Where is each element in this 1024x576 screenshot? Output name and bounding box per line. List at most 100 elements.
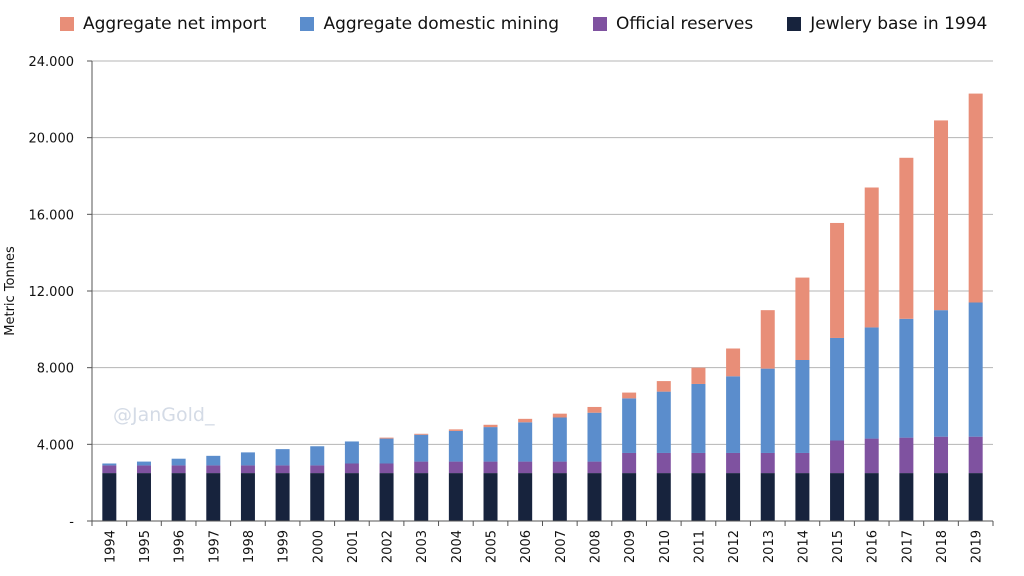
bar-aggregate-net-import-2018: [934, 120, 949, 311]
bar-aggregate-domestic-mining-2011: [691, 383, 706, 453]
bar-aggregate-domestic-mining-2000: [310, 446, 325, 466]
bar-official-reserves-2001: [344, 463, 359, 474]
x-tick-label: 2002: [381, 530, 396, 563]
bar-official-reserves-2005: [483, 461, 498, 474]
bar-aggregate-net-import-2014: [795, 277, 810, 360]
x-tick-label: 2018: [935, 530, 950, 563]
legend-label: Official reserves: [616, 14, 754, 34]
bar-jewlery-base-in-1994-1999: [275, 473, 290, 521]
legend-label: Aggregate net import: [83, 14, 267, 34]
y-tick-label: 20.000: [29, 132, 75, 147]
y-tick-label: 4.000: [37, 438, 74, 453]
bar-official-reserves-2018: [934, 436, 949, 474]
legend-item-aggregate-net-import: Aggregate net import: [60, 14, 266, 34]
x-tick-label: 2000: [311, 530, 326, 563]
legend-swatch: [787, 17, 802, 31]
y-tick-label: -: [69, 515, 74, 530]
bar-aggregate-domestic-mining-1995: [136, 461, 151, 466]
x-axis-ticks: 1994 1995 1996 1997 1998 1999 2000 2001 2002 2003…: [91, 521, 994, 563]
bar-official-reserves-2016: [864, 438, 879, 474]
bar-official-reserves-2002: [379, 463, 394, 474]
bar-aggregate-domestic-mining-1994: [102, 463, 117, 466]
bar-official-reserves-2006: [518, 461, 533, 474]
bar-jewlery-base-in-1994-1995: [136, 473, 151, 521]
x-tick-label: 2019: [970, 530, 985, 563]
bar-aggregate-net-import-2011: [691, 367, 706, 384]
x-tick-label: 2004: [450, 530, 465, 563]
x-tick-label: 1995: [138, 530, 153, 563]
bar-jewlery-base-in-1994-2004: [448, 473, 463, 521]
x-tick-label: 2007: [554, 530, 569, 563]
bar-jewlery-base-in-1994-2006: [518, 473, 533, 521]
bar-jewlery-base-in-1994-2005: [483, 473, 498, 521]
bar-aggregate-net-import-2005: [483, 424, 498, 428]
bar-aggregate-domestic-mining-2006: [518, 422, 533, 462]
bar-aggregate-domestic-mining-2003: [414, 434, 429, 462]
bar-official-reserves-2014: [795, 452, 810, 474]
x-tick-label: 2010: [658, 530, 673, 563]
bar-aggregate-net-import-2019: [968, 93, 983, 303]
bar-jewlery-base-in-1994-2013: [760, 473, 775, 521]
legend-item-official-reserves: Official reserves: [593, 14, 753, 34]
x-tick-label: 2006: [519, 530, 534, 563]
bar-official-reserves-2009: [622, 452, 637, 474]
legend-item-jewlery-base-in-1994: Jewlery base in 1994: [787, 14, 987, 34]
x-tick-label: 1998: [242, 530, 257, 563]
x-tick-label: 1997: [207, 530, 222, 563]
bar-aggregate-net-import-2016: [864, 187, 879, 328]
bar-jewlery-base-in-1994-2016: [864, 473, 879, 521]
bar-jewlery-base-in-1994-2000: [310, 473, 325, 521]
bar-aggregate-domestic-mining-1997: [206, 455, 221, 466]
y-axis-ticks: - 4.000 8.000 12.000 16.000 20.000 24.000: [29, 55, 93, 530]
bar-aggregate-net-import-2007: [552, 413, 567, 418]
bar-aggregate-net-import-2009: [622, 392, 637, 399]
bar-jewlery-base-in-1994-2017: [899, 473, 914, 521]
bar-jewlery-base-in-1994-2019: [968, 473, 983, 521]
x-tick-label: 2013: [762, 530, 777, 563]
bar-aggregate-domestic-mining-2004: [448, 430, 463, 462]
bar-aggregate-net-import-2013: [760, 310, 775, 369]
bar-official-reserves-1997: [206, 465, 221, 474]
x-tick-label: 2001: [346, 530, 361, 563]
x-tick-label: 2005: [485, 530, 500, 563]
legend-label: Jewlery base in 1994: [810, 14, 988, 34]
bar-aggregate-domestic-mining-2017: [899, 318, 914, 438]
bar-official-reserves-2010: [656, 452, 671, 474]
bar-official-reserves-1994: [102, 465, 117, 474]
bar-aggregate-net-import-2017: [899, 157, 914, 319]
bar-jewlery-base-in-1994-2010: [656, 473, 671, 521]
bar-official-reserves-1998: [240, 465, 255, 474]
x-tick-label: 2011: [692, 530, 707, 563]
x-tick-label: 1994: [103, 530, 118, 563]
bar-official-reserves-2012: [726, 452, 741, 474]
legend-label: Aggregate domestic mining: [323, 14, 560, 34]
bar-jewlery-base-in-1994-2009: [622, 473, 637, 521]
bar-official-reserves-2019: [968, 436, 983, 474]
bar-official-reserves-2011: [691, 452, 706, 474]
bar-aggregate-net-import-2002: [379, 437, 394, 439]
bar-official-reserves-2013: [760, 452, 775, 474]
bar-aggregate-net-import-2010: [656, 381, 671, 392]
bar-aggregate-domestic-mining-2005: [483, 427, 498, 462]
legend-swatch: [300, 17, 315, 31]
x-tick-label: 2003: [415, 530, 430, 563]
bar-official-reserves-2007: [552, 461, 567, 474]
bar-official-reserves-2000: [310, 465, 325, 474]
x-tick-label: 2012: [727, 530, 742, 563]
bar-jewlery-base-in-1994-2012: [726, 473, 741, 521]
x-tick-label: 2014: [796, 530, 811, 563]
x-tick-label: 2017: [900, 530, 915, 563]
bar-aggregate-domestic-mining-2014: [795, 360, 810, 453]
bar-aggregate-domestic-mining-2015: [830, 337, 845, 441]
bar-aggregate-net-import-2004: [448, 429, 463, 431]
legend-swatch: [593, 17, 608, 31]
bar-jewlery-base-in-1994-2008: [587, 473, 602, 521]
bar-jewlery-base-in-1994-2014: [795, 473, 810, 521]
bar-aggregate-net-import-2008: [587, 406, 602, 413]
bar-aggregate-domestic-mining-1999: [275, 449, 290, 466]
bar-official-reserves-1996: [171, 465, 186, 474]
bar-aggregate-domestic-mining-2019: [968, 302, 983, 437]
bar-aggregate-domestic-mining-2007: [552, 417, 567, 462]
y-tick-label: 8.000: [37, 362, 74, 377]
